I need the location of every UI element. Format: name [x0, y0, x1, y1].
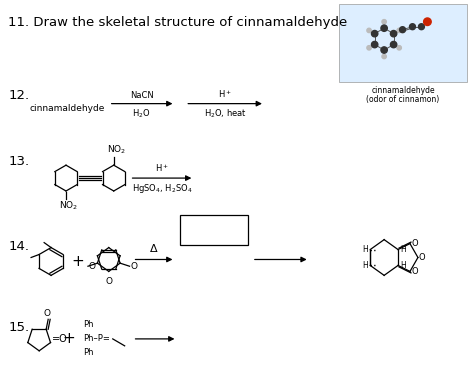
Circle shape	[367, 45, 371, 50]
Circle shape	[419, 24, 424, 30]
Circle shape	[381, 25, 387, 31]
Text: +: +	[72, 254, 84, 269]
Text: O: O	[419, 253, 426, 262]
Circle shape	[410, 24, 416, 30]
Bar	[180, 215, 248, 244]
Text: =O: =O	[52, 334, 68, 344]
Text: O: O	[130, 262, 137, 271]
Circle shape	[367, 28, 371, 33]
Text: HgSO$_4$, H$_2$SO$_4$: HgSO$_4$, H$_2$SO$_4$	[132, 182, 192, 195]
Text: (odor of cinnamon): (odor of cinnamon)	[366, 95, 440, 104]
Circle shape	[424, 18, 431, 25]
Text: Ph–P=: Ph–P=	[83, 334, 110, 343]
Text: O: O	[105, 277, 112, 287]
Circle shape	[400, 27, 406, 33]
Circle shape	[397, 45, 401, 50]
Text: H$_2$O: H$_2$O	[132, 108, 151, 120]
Circle shape	[397, 28, 401, 33]
Bar	[339, 5, 466, 82]
Text: +: +	[63, 331, 75, 346]
Text: Ph: Ph	[83, 348, 93, 357]
Circle shape	[372, 30, 378, 37]
Circle shape	[382, 20, 386, 24]
Text: O: O	[89, 262, 96, 271]
Text: NO$_2$: NO$_2$	[107, 144, 126, 156]
Text: H: H	[400, 245, 406, 254]
Text: H$^+$: H$^+$	[218, 88, 232, 100]
Circle shape	[372, 41, 378, 48]
Text: O: O	[412, 239, 419, 248]
Circle shape	[391, 30, 397, 37]
Text: NO$_2$: NO$_2$	[59, 200, 78, 212]
Text: Δ: Δ	[150, 244, 158, 254]
Circle shape	[391, 41, 397, 48]
Text: O: O	[44, 309, 51, 318]
Text: 11. Draw the skeletal structure of cinnamaldehyde: 11. Draw the skeletal structure of cinna…	[9, 16, 347, 29]
Text: cinnamaldehyde: cinnamaldehyde	[29, 103, 105, 113]
Text: 14.: 14.	[9, 240, 29, 253]
Circle shape	[382, 54, 386, 59]
Text: H$_2$O, heat: H$_2$O, heat	[204, 108, 246, 120]
Text: H: H	[363, 261, 368, 270]
Text: 13.: 13.	[9, 155, 29, 168]
Text: 15.: 15.	[9, 321, 29, 334]
Text: 12.: 12.	[9, 89, 29, 102]
Text: H: H	[363, 245, 368, 254]
Text: cinnamaldehyde: cinnamaldehyde	[371, 86, 435, 95]
Text: Ph: Ph	[83, 321, 93, 329]
Text: O: O	[412, 267, 419, 276]
Text: H: H	[400, 261, 406, 270]
Text: H$^+$: H$^+$	[155, 163, 169, 174]
Circle shape	[381, 47, 387, 53]
Text: NaCN: NaCN	[130, 91, 154, 100]
